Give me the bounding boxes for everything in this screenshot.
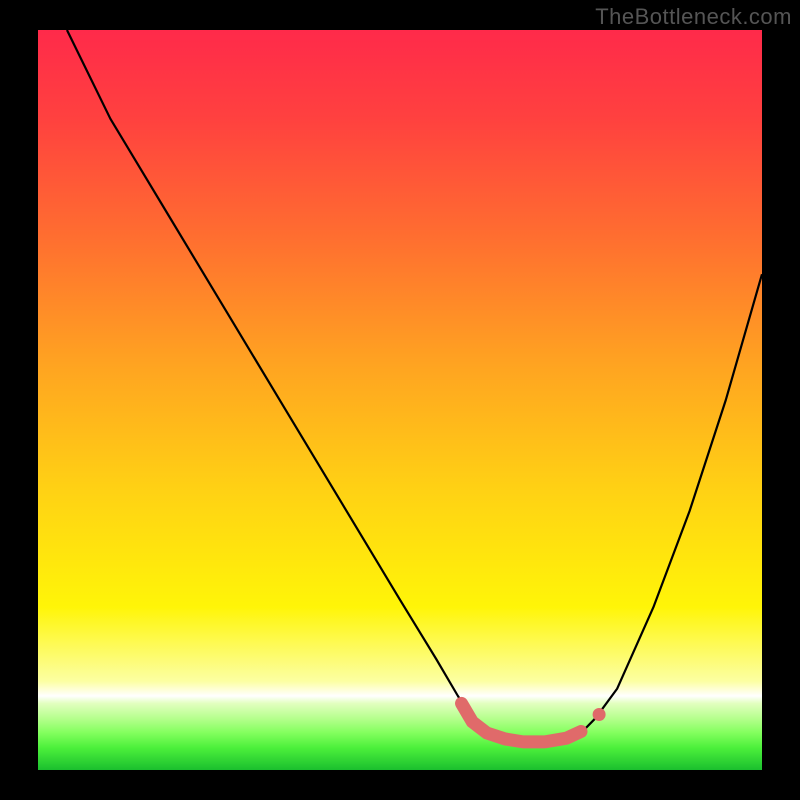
chart-container: TheBottleneck.com [0, 0, 800, 800]
watermark-text: TheBottleneck.com [595, 4, 792, 30]
range-end-marker [593, 708, 606, 721]
chart-svg [38, 30, 762, 770]
gradient-background [38, 30, 762, 770]
bottleneck-chart [38, 30, 762, 770]
